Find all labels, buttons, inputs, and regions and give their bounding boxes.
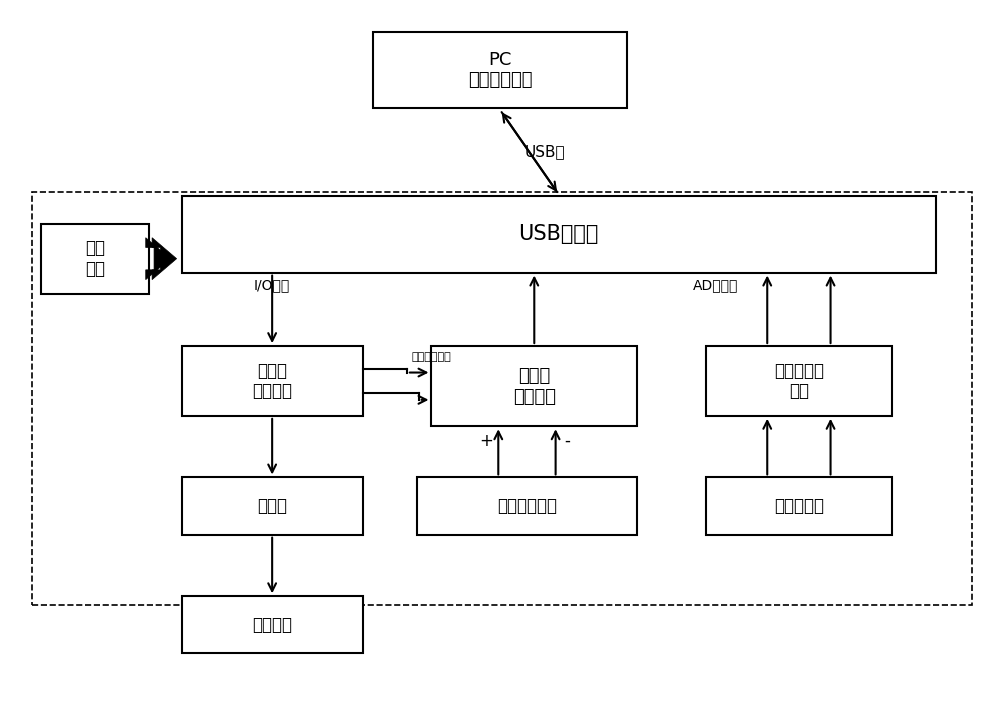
- Text: +: +: [480, 432, 493, 450]
- Bar: [182, 196, 936, 272]
- Bar: [41, 224, 149, 294]
- Bar: [373, 31, 627, 108]
- Text: I/O接口: I/O接口: [254, 278, 290, 292]
- Text: 继电器
控制电路: 继电器 控制电路: [252, 361, 292, 401]
- Text: USB采集卡: USB采集卡: [519, 224, 599, 245]
- Bar: [182, 346, 363, 416]
- Polygon shape: [152, 237, 177, 279]
- Text: 温度传感器
电路: 温度传感器 电路: [774, 361, 824, 401]
- Text: 加热装置: 加热装置: [252, 616, 292, 634]
- Text: -: -: [564, 432, 570, 450]
- Bar: [182, 478, 363, 535]
- Bar: [417, 478, 637, 535]
- Bar: [32, 193, 972, 605]
- Bar: [706, 478, 892, 535]
- Text: 放大倍数控制: 放大倍数控制: [412, 352, 452, 362]
- Text: 变压器相接头: 变压器相接头: [497, 497, 557, 515]
- Text: PC
控制分析软件: PC 控制分析软件: [468, 51, 532, 89]
- Polygon shape: [146, 237, 170, 279]
- Text: 继电器: 继电器: [257, 497, 287, 515]
- Text: 热电势
调理电路: 热电势 调理电路: [513, 366, 556, 406]
- Bar: [182, 596, 363, 653]
- Text: 电源
电路: 电源 电路: [85, 240, 105, 278]
- Text: AD采集口: AD采集口: [693, 278, 738, 292]
- Text: 温度传感器: 温度传感器: [774, 497, 824, 515]
- Bar: [706, 346, 892, 416]
- Bar: [431, 346, 637, 426]
- Text: USB线: USB线: [524, 145, 565, 160]
